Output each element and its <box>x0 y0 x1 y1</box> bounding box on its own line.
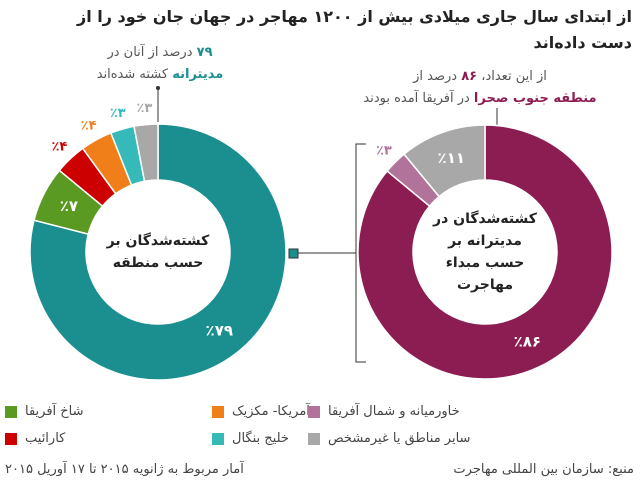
annotation-text: کشته شده‌اند <box>96 67 169 82</box>
legend-swatch <box>5 432 17 445</box>
annotation-text: از این تعداد، <box>481 69 547 84</box>
legend-label: کارائیب <box>25 431 66 446</box>
legend-item: کارائیب <box>5 431 65 446</box>
legend-swatch <box>308 405 320 418</box>
value-label: ٪۳ <box>110 106 126 121</box>
center-label: حسب مبداء <box>446 255 524 271</box>
annotation-text: درصد از <box>413 69 458 84</box>
annotation: از این تعداد، ۸۶ درصد از منطقه جنوب صحرا… <box>345 66 615 110</box>
legend-swatch <box>5 405 17 418</box>
legend-item: آمریکا- مکزیک <box>212 404 310 419</box>
annotation-line: ۷۹ درصد از آنان در <box>60 42 260 64</box>
legend-swatch <box>308 432 320 445</box>
value-label: ٪۴ <box>81 118 97 133</box>
annotation-line: مدیترانه کشته شده‌اند <box>60 64 260 86</box>
legend-label: سایر مناطق یا غیرمشخص <box>328 431 471 446</box>
annotation-text: ۷۹ <box>196 45 213 60</box>
legend-label: خاورمیانه و شمال آفریقا <box>328 404 460 419</box>
title: از ابتدای سال جاری میلادی بیش از ۱۲۰۰ مه… <box>2 4 632 56</box>
annotation: ۷۹ درصد از آنان در مدیترانه کشته شده‌اند <box>60 42 260 86</box>
center-label: مدیترانه بر <box>447 233 522 249</box>
legend-item: سایر مناطق یا غیرمشخص <box>308 431 470 446</box>
annotation-text: درصد از آنان در <box>107 45 193 60</box>
legend-label: شاخ آفریقا <box>25 404 84 419</box>
donut-segment <box>133 123 159 183</box>
annotation-text: ۸۶ <box>461 69 478 84</box>
legend-item: خاورمیانه و شمال آفریقا <box>308 404 460 419</box>
pointer-dot <box>156 86 160 90</box>
donut-segment <box>402 124 486 198</box>
annotation-line: از این تعداد، ۸۶ درصد از <box>345 66 615 88</box>
value-label: ٪۷۹ <box>206 322 233 340</box>
value-label: ٪۱۱ <box>438 149 465 167</box>
chart: ٪۷۹ ٪۷ ٪۴ ٪۴ ٪۳ ٪۳ کشته‌شدگان بر حسب منطقه ٪۸۶ ٪۳… <box>29 86 613 381</box>
legend-swatch <box>212 432 224 445</box>
center-label: مهاجرت <box>457 277 513 293</box>
center-label: حسب منطقه <box>113 255 204 271</box>
value-label: ٪۷ <box>60 197 78 215</box>
value-label: ٪۳ <box>137 101 153 116</box>
center-label: کشته‌شدگان در <box>432 210 538 227</box>
title-line: دست داده‌اند <box>533 33 632 52</box>
annotation-text: مدیترانه <box>172 67 224 82</box>
value-label: ٪۸۶ <box>514 333 541 351</box>
legend-swatch <box>212 405 224 418</box>
value-label: ٪۳ <box>376 143 392 158</box>
annotation-text: در آفریقا آمده بودند <box>363 91 470 106</box>
legend-item: خلیج بنگال <box>212 431 289 446</box>
legend-item: شاخ آفریقا <box>5 404 84 419</box>
connector-bracket <box>298 143 366 363</box>
annotation-line: منطقه جنوب صحرا در آفریقا آمده بودند <box>345 88 615 110</box>
center-label: کشته‌شدگان بر <box>106 232 210 249</box>
donut-segment <box>357 124 613 380</box>
annotation-text: منطقه جنوب صحرا <box>473 91 597 106</box>
title-line: از ابتدای سال جاری میلادی بیش از ۱۲۰۰ مه… <box>76 7 632 26</box>
donut-segment <box>29 123 287 381</box>
legend-label: خلیج بنگال <box>232 431 289 446</box>
footer-note: آمار مربوط به ژانویه ۲۰۱۵ تا ۱۷ آوریل ۲۰… <box>5 462 244 477</box>
footer-source: منبع: سازمان بین المللی مهاجرت <box>453 462 634 477</box>
legend-label: آمریکا- مکزیک <box>232 404 310 419</box>
value-label: ٪۴ <box>51 140 67 155</box>
connector-square <box>288 248 299 259</box>
